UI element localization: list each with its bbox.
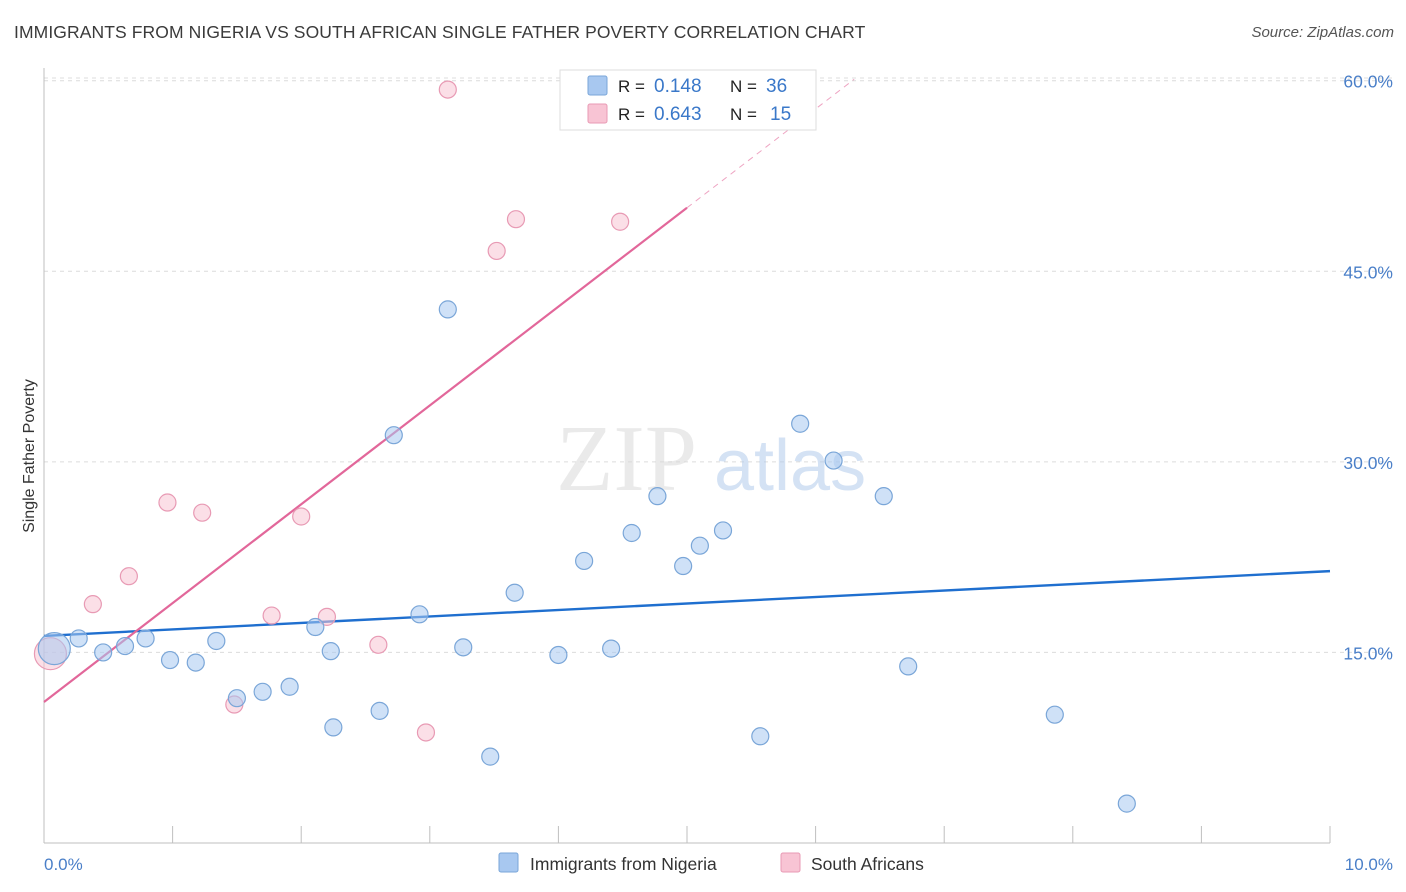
point-south-africans: [262, 606, 281, 625]
point-nigeria: [324, 718, 343, 737]
legend-bottom-label-south-africans: South Africans: [811, 854, 924, 874]
trend-line-south-africans-extension: [686, 78, 855, 209]
point-nigeria: [321, 642, 340, 661]
point-nigeria: [791, 414, 810, 433]
point-south-africans: [83, 595, 102, 614]
point-nigeria: [674, 556, 693, 576]
legend-n-label-south-africans: N =: [730, 105, 757, 124]
point-south-africans: [369, 635, 388, 654]
legend-r-value-south-africans: 0.643: [654, 104, 702, 125]
point-nigeria: [899, 657, 918, 676]
chart-source: Source: ZipAtlas.com: [1251, 24, 1394, 41]
tick-layer: 15.0% 30.0% 45.0% 60.0%: [172, 72, 1393, 843]
y-tick-label: 15.0%: [1343, 643, 1393, 663]
point-south-africans: [506, 210, 526, 229]
points-layer: [33, 80, 1136, 813]
point-nigeria: [602, 639, 621, 658]
trend-line-south-africans: [43, 206, 688, 703]
legend-r-value-nigeria: 0.148: [654, 76, 702, 97]
grid-layer: [44, 77, 1393, 653]
watermark-zip: ZIP: [556, 407, 697, 511]
point-nigeria: [824, 451, 843, 470]
point-south-africans: [119, 567, 138, 586]
legend-swatch-nigeria: [587, 75, 608, 96]
point-nigeria: [481, 747, 500, 766]
point-nigeria: [622, 523, 641, 543]
point-south-africans: [487, 241, 506, 261]
point-nigeria: [160, 650, 180, 670]
point-south-africans: [416, 723, 436, 742]
point-south-africans: [611, 212, 630, 231]
x-tick-label-min: 0.0%: [44, 855, 83, 874]
legend-series: Immigrants from Nigeria South Africans: [498, 852, 924, 874]
point-south-africans: [193, 503, 212, 522]
point-nigeria: [690, 536, 709, 555]
point-nigeria: [575, 551, 594, 571]
point-nigeria: [94, 643, 113, 662]
legend-bottom-label-nigeria: Immigrants from Nigeria: [530, 854, 717, 874]
point-nigeria: [648, 487, 667, 506]
trend-line-nigeria: [43, 569, 1331, 638]
point-nigeria: [253, 682, 272, 701]
watermark: ZIP atlas: [556, 407, 866, 511]
point-nigeria: [227, 689, 246, 708]
point-nigeria: [874, 487, 893, 506]
point-nigeria: [306, 617, 325, 637]
point-nigeria: [136, 629, 155, 648]
x-tick-label-max: 10.0%: [1345, 855, 1393, 874]
point-nigeria: [1045, 705, 1064, 724]
legend-r-label-south-africans: R =: [618, 105, 645, 124]
point-south-africans: [292, 507, 311, 526]
point-nigeria: [438, 300, 457, 319]
legend-bottom-swatch-south-africans: [780, 852, 801, 873]
point-nigeria: [410, 605, 429, 624]
point-south-africans: [438, 80, 457, 99]
point-nigeria: [751, 727, 770, 746]
point-nigeria: [505, 583, 524, 602]
point-nigeria: [37, 632, 71, 666]
point-south-africans: [317, 607, 337, 626]
point-nigeria: [207, 631, 226, 651]
point-nigeria: [280, 677, 299, 696]
y-tick-label: 45.0%: [1343, 262, 1393, 282]
legend-r-label-nigeria: R =: [618, 77, 645, 96]
trend-layer: [43, 78, 1331, 703]
legend-n-label-nigeria: N =: [730, 77, 757, 96]
legend-n-value-south-africans: 15: [770, 104, 791, 125]
legend-stats: R = 0.148 N = 36 R = 0.643 N = 15: [559, 69, 817, 131]
point-nigeria: [384, 426, 403, 445]
point-nigeria: [115, 636, 135, 656]
y-axis-label: Single Father Poverty: [21, 379, 38, 533]
point-nigeria: [186, 653, 205, 672]
y-tick-label: 30.0%: [1343, 453, 1393, 473]
point-nigeria: [549, 645, 568, 665]
legend-n-value-nigeria: 36: [766, 76, 787, 97]
legend-bottom-swatch-nigeria: [498, 852, 519, 873]
y-tick-label: 60.0%: [1343, 72, 1393, 92]
point-nigeria: [713, 521, 733, 540]
legend-swatch-south-africans: [587, 103, 608, 124]
point-nigeria: [454, 638, 473, 657]
chart-title: IMMIGRANTS FROM NIGERIA VS SOUTH AFRICAN…: [14, 22, 866, 42]
point-nigeria: [69, 629, 88, 648]
watermark-atlas: atlas: [714, 426, 866, 506]
point-nigeria: [370, 701, 389, 720]
point-south-africans: [158, 493, 177, 512]
point-nigeria: [1117, 794, 1136, 813]
